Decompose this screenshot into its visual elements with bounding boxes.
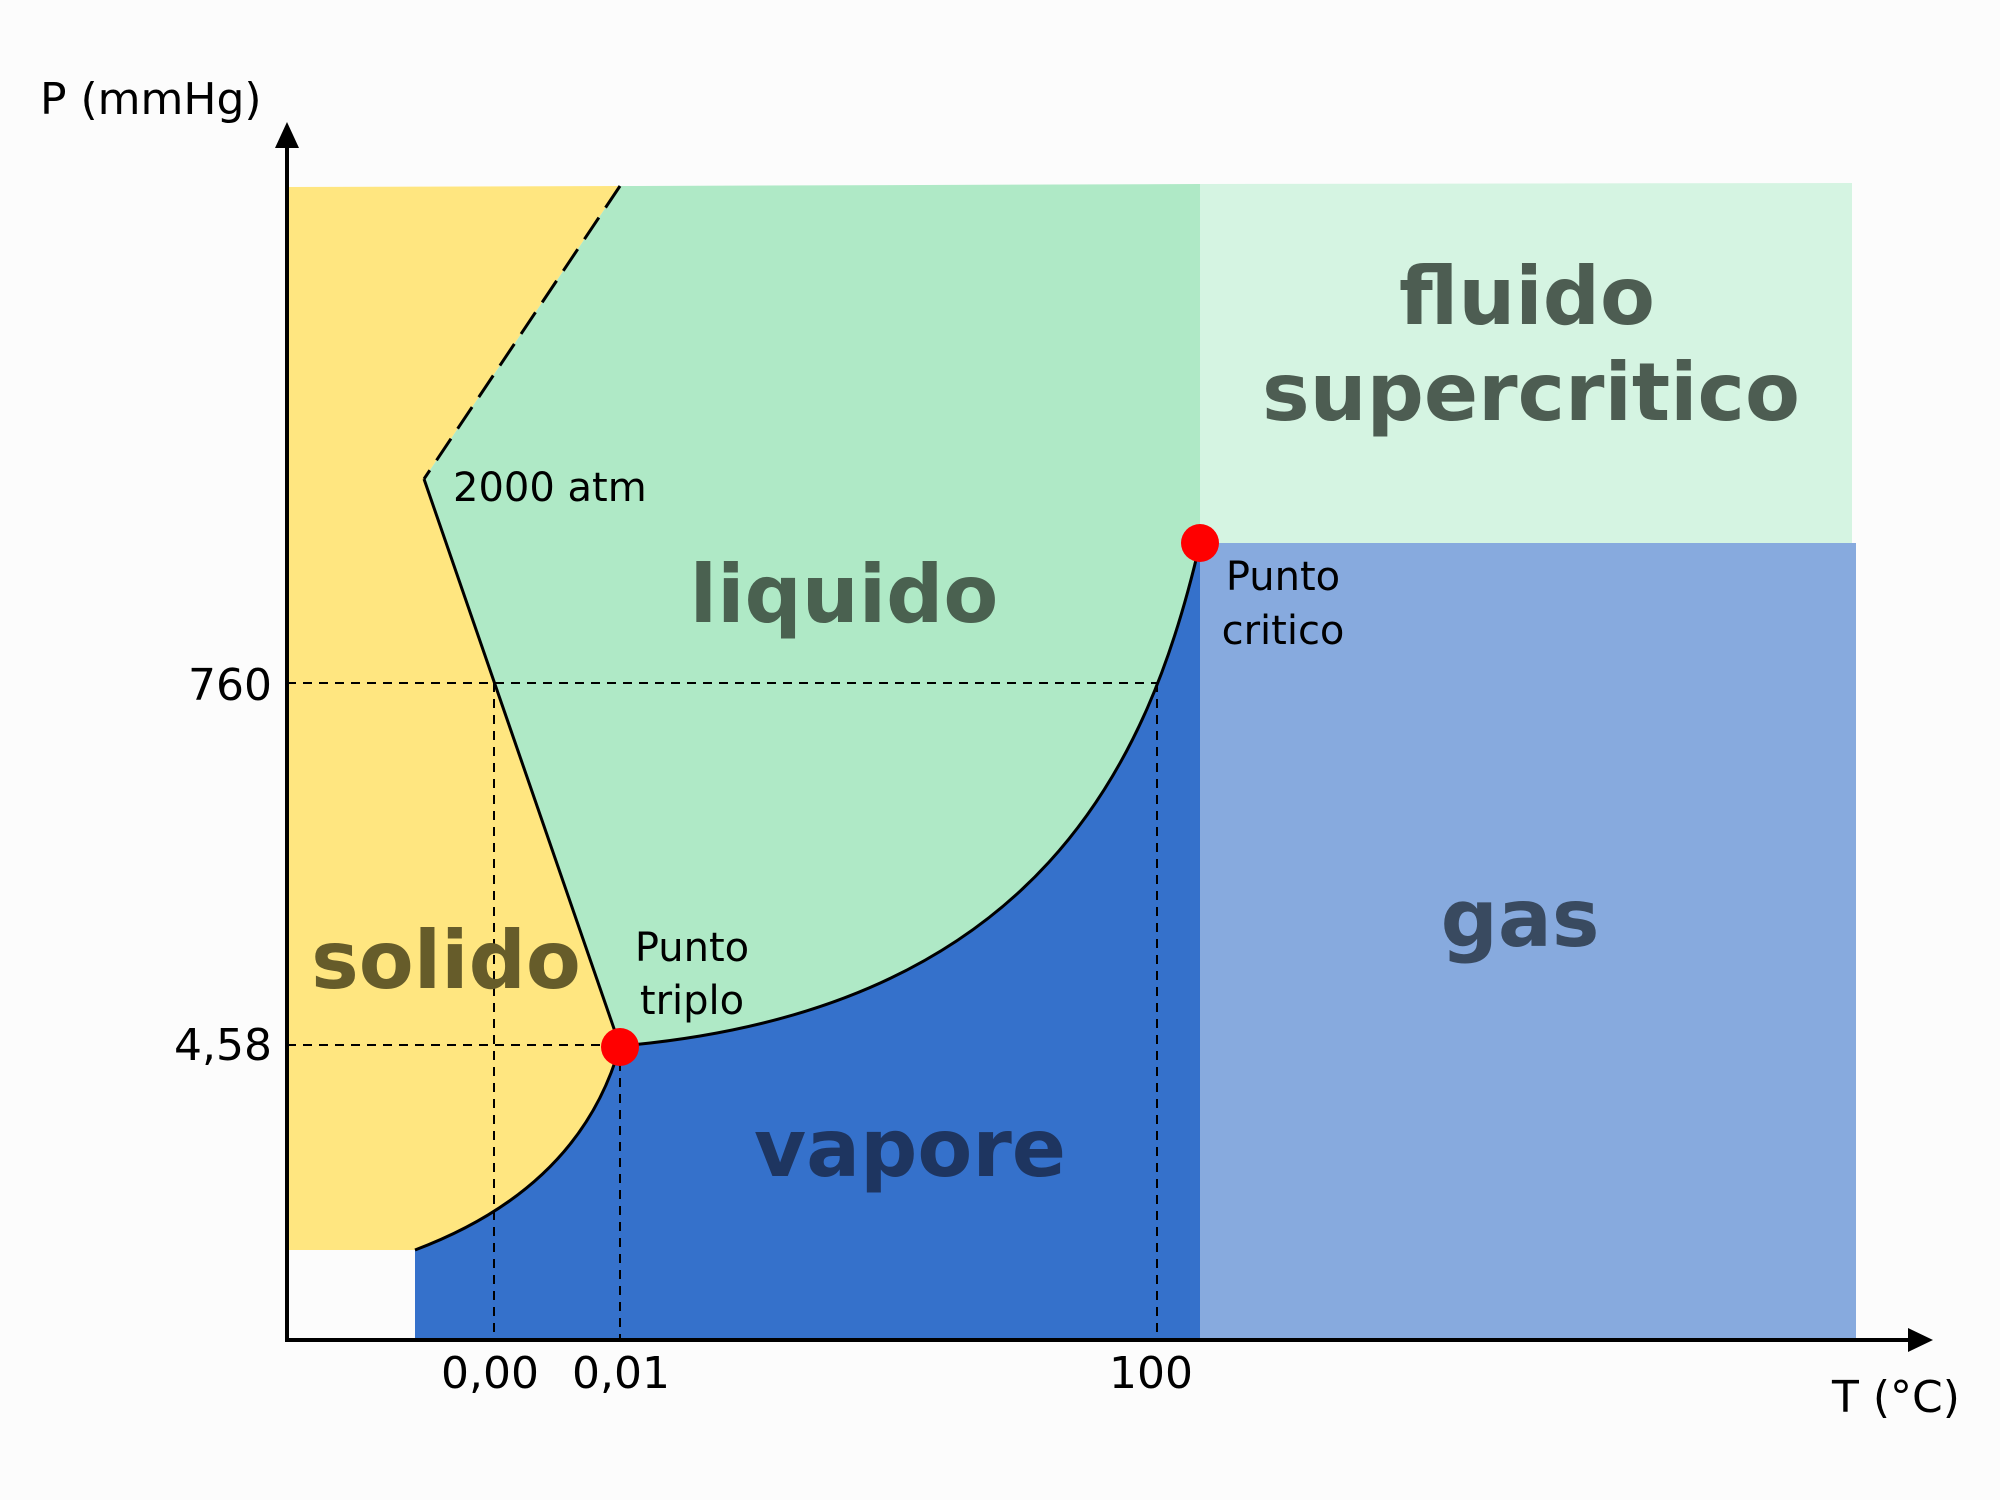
critical-point-label-line1: Punto: [1226, 554, 1340, 600]
solid-label: solido: [311, 914, 581, 1007]
critical-point-label-line2: critico: [1222, 608, 1345, 654]
x-tick-label-100: 100: [1109, 1348, 1193, 1399]
region-fills: [285, 183, 1856, 1340]
fusion-curve-dashed: [422, 185, 622, 480]
y-axis-title: P (mmHg): [40, 74, 262, 125]
gas-label: gas: [1441, 872, 1600, 965]
y-tick-label-760: 760: [188, 660, 272, 711]
vaporization-curve: [619, 542, 1202, 1048]
high-pressure-label: 2000 atm: [453, 465, 647, 511]
annotations: 2000 atm Punto triplo Punto critico: [453, 465, 1344, 1024]
phase-boundaries: [414, 185, 1202, 1252]
vapor-label: vapore: [754, 1102, 1066, 1195]
y-axis-arrow: [275, 122, 299, 148]
axes: P (mmHg) T (°C): [40, 74, 1960, 1423]
x-tick-label-000: 0,00: [441, 1348, 539, 1399]
fusion-curve: [422, 478, 622, 1047]
x-axis-title: T (°C): [1831, 1372, 1960, 1423]
triple-point-marker: [601, 1028, 639, 1066]
y-tick-label-458: 4,58: [174, 1020, 272, 1071]
solid-region: [285, 186, 620, 1250]
gas-region: [1200, 543, 1856, 1340]
liquid-label: liquido: [690, 548, 999, 641]
x-tick-label-001: 0,01: [572, 1348, 670, 1399]
tick-labels: 760 4,58 0,00 0,01 100: [174, 660, 1193, 1399]
liquid-region: [424, 184, 1200, 1046]
supercritical-region: [1200, 183, 1852, 543]
vapor-region: [415, 543, 1200, 1340]
region-labels: solido liquido vapore gas fluido supercr…: [311, 250, 1800, 1195]
supercritical-label-line2: supercritico: [1262, 346, 1800, 439]
triple-point-label-line2: triplo: [640, 978, 744, 1024]
supercritical-label-line1: fluido: [1399, 250, 1655, 343]
critical-point-marker: [1181, 524, 1219, 562]
reference-lines: [287, 682, 1158, 1340]
phase-points: [601, 524, 1219, 1066]
sublimation-curve: [414, 1045, 622, 1252]
x-axis-arrow: [1908, 1328, 1933, 1352]
triple-point-label-line1: Punto: [635, 925, 749, 971]
